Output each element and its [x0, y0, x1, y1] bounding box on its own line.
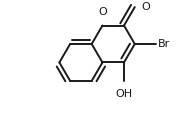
Text: O: O	[98, 7, 107, 17]
Text: O: O	[141, 2, 150, 12]
Text: Br: Br	[158, 39, 170, 49]
Text: OH: OH	[115, 89, 133, 99]
